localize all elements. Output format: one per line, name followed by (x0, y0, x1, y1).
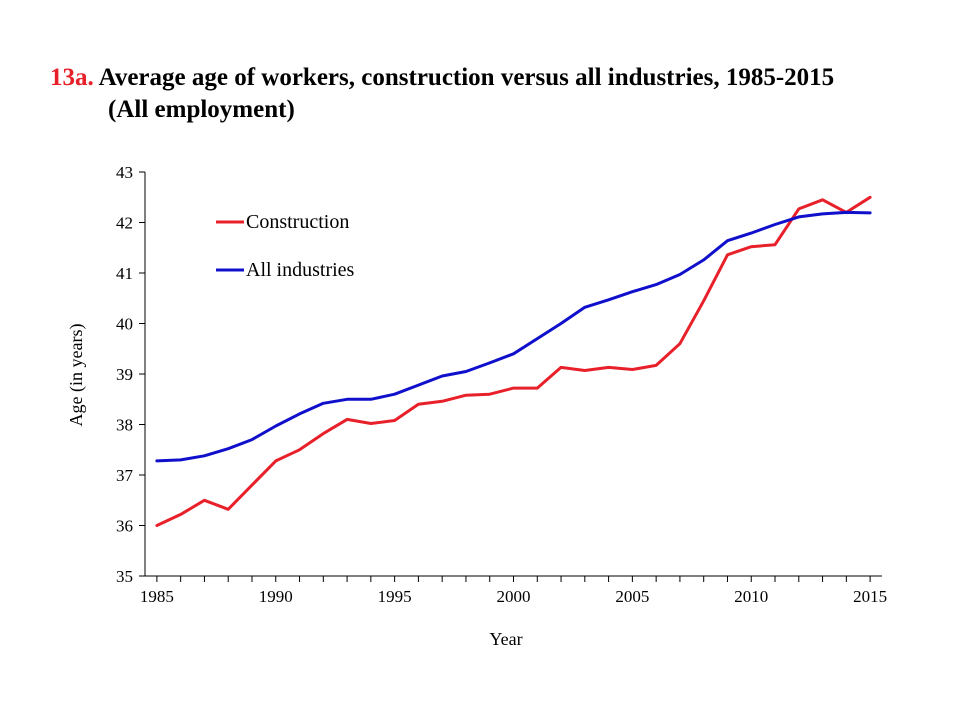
legend-label: Construction (246, 211, 349, 233)
legend-label: All industries (246, 259, 355, 281)
y-tick-label: 36 (116, 517, 133, 536)
y-tick-label: 38 (116, 416, 133, 435)
chart-axes: 35 36 37 38 39 40 41 42 43 1985 1990 1995 2000 2005 20… (116, 163, 887, 606)
legend: Construction All industries (216, 211, 355, 281)
y-axis-label: Age (in years) (66, 324, 87, 427)
series-layer (155, 195, 872, 527)
y-tick-label: 37 (116, 466, 134, 485)
series-line-construction (155, 195, 872, 527)
x-axis-label: Year (489, 629, 522, 649)
x-tick-label: 2005 (615, 587, 649, 606)
y-tick-label: 39 (116, 365, 133, 384)
x-tick-label: 2015 (853, 587, 887, 606)
y-tick-label: 41 (116, 264, 133, 283)
chart-title: 13a. Average age of workers, constructio… (50, 62, 834, 126)
x-tick-label: 2000 (497, 587, 531, 606)
x-tick-label: 2010 (734, 587, 768, 606)
y-tick-label: 43 (116, 163, 133, 182)
x-tick-label: 1985 (140, 587, 174, 606)
title-line-1: 13a. Average age of workers, constructio… (50, 62, 834, 94)
x-tick-label: 1995 (378, 587, 412, 606)
title-line-2: (All employment) (108, 96, 295, 123)
y-tick-label: 40 (116, 315, 133, 334)
y-tick-label: 42 (116, 214, 133, 233)
title-text: Average age of workers, construction ver… (98, 64, 835, 91)
x-tick-label: 1990 (259, 587, 293, 606)
y-tick-label: 35 (116, 567, 133, 586)
title-number: 13a. (50, 64, 94, 91)
series-line-all-industries (155, 210, 872, 463)
